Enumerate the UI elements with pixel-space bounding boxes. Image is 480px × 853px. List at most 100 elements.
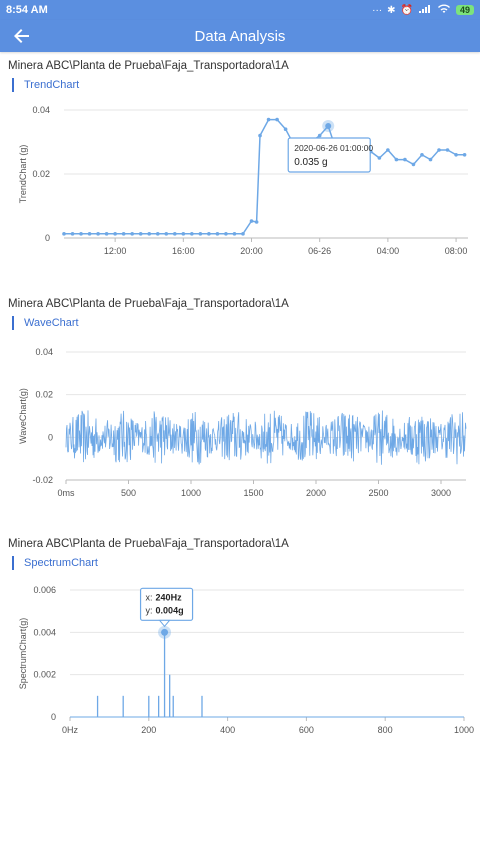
spectrum-tooltip-y-label: y:: [146, 605, 153, 615]
spectrum-tooltip-x-value: 240Hz: [156, 592, 183, 602]
spectrum-y-tick: 0: [51, 712, 56, 722]
trend-point: [394, 157, 399, 162]
trend-point: [181, 232, 186, 236]
trend-point: [147, 232, 152, 236]
trend-point: [113, 232, 117, 236]
trend-point: [87, 232, 92, 236]
bluetooth-icon: ✱: [387, 4, 396, 16]
trend-point: [445, 148, 450, 152]
trend-point: [121, 232, 126, 236]
spectrum-x-tick: 800: [378, 725, 393, 735]
trend-x-tick: 08:00: [445, 246, 468, 256]
spectrum-y-tick: 0.006: [33, 585, 56, 595]
trend-point: [155, 232, 160, 236]
trend-point: [130, 232, 134, 236]
trend-point: [266, 117, 271, 122]
trend-point: [224, 232, 228, 236]
app-bar: Data Analysis: [0, 20, 480, 52]
wave-label: WaveChart: [12, 316, 79, 330]
trend-point: [104, 232, 109, 236]
trend-x-tick: 12:00: [104, 246, 127, 256]
wave-y-tick: -0.02: [32, 475, 53, 485]
status-time: 8:54 AM: [6, 4, 48, 16]
trend-point: [462, 153, 467, 157]
trend-y-axis-label: TrendChart (g): [18, 145, 28, 204]
spectrum-tooltip-x-label: x:: [146, 592, 153, 602]
trend-point: [190, 232, 194, 236]
battery-indicator: 49: [455, 5, 474, 15]
spectrum-y-tick: 0.004: [33, 627, 56, 637]
trend-point: [254, 220, 259, 224]
trend-point: [70, 232, 75, 236]
trend-point: [138, 232, 143, 236]
trend-y-tick: 0.02: [32, 169, 50, 179]
trend-y-tick: 0.04: [32, 105, 50, 115]
wave-y-axis-label: WaveChart(g): [18, 388, 28, 444]
spectrum-y-tick: 0.002: [33, 670, 56, 680]
spectrum-x-tick: 600: [299, 725, 314, 735]
trend-tooltip-value: 0.035 g: [294, 157, 327, 168]
trend-label: TrendChart: [12, 78, 79, 92]
trend-path: Minera ABC\Planta de Prueba\Faja_Transpo…: [8, 60, 289, 72]
trend-point: [403, 157, 407, 162]
trend-point: [241, 232, 245, 236]
wave-x-tick: 1500: [243, 488, 263, 498]
alarm-icon: ⏰: [400, 4, 413, 16]
spectrum-path: Minera ABC\Planta de Prueba\Faja_Transpo…: [8, 538, 289, 550]
trend-point: [79, 232, 83, 236]
trend-tooltip-title: 2020-06-26 01:00:00: [294, 143, 373, 153]
wave-chart[interactable]: -0.02 0 0.02 0.04 0ms 500 1000 1500 2000 2500 3000…: [0, 334, 480, 544]
trend-x-tick: 04:00: [377, 246, 400, 256]
wave-y-tick: 0: [48, 432, 53, 442]
trend-point: [428, 157, 433, 162]
wave-x-tick: 0ms: [57, 488, 75, 498]
trend-point: [420, 153, 424, 157]
status-icons: ··· ✱ ⏰ 49: [372, 4, 474, 17]
trend-x-tick: 20:00: [240, 246, 263, 256]
wave-x-tick: 1000: [181, 488, 201, 498]
trend-point: [454, 153, 458, 157]
trend-point: [173, 232, 177, 236]
more-icon: ···: [372, 4, 383, 16]
trend-point: [96, 232, 100, 236]
trend-point: [386, 148, 390, 152]
wave-y-tick: 0.04: [35, 347, 53, 357]
trend-tooltip-box: [287, 137, 371, 173]
wave-series-line: [65, 410, 467, 465]
trend-point: [164, 232, 169, 236]
trend-point: [437, 148, 441, 152]
spectrum-x-tick: 0Hz: [62, 725, 79, 735]
spectrum-chart[interactable]: 0 0.002 0.004 0.006 0Hz 200 400 600 800 1000 Spect…: [0, 574, 480, 784]
page-title: Data Analysis: [194, 27, 286, 45]
spectrum-x-tick: 1000: [454, 725, 474, 735]
spectrum-tooltip-y-value: 0.004g: [156, 605, 184, 615]
wave-y-tick: 0.02: [35, 390, 53, 400]
trend-point: [258, 133, 262, 138]
trend-chart[interactable]: 0 0.02 0.04 12:00 16:00 20:00 06-26 04:00 08:00 T…: [0, 96, 480, 326]
back-arrow-icon[interactable]: [10, 24, 34, 48]
trend-point: [411, 162, 416, 167]
trend-point: [215, 232, 220, 236]
trend-highlight-point: [325, 123, 332, 129]
wave-x-tick: 3000: [431, 488, 451, 498]
trend-point: [377, 156, 382, 160]
trend-x-tick: 06-26: [308, 246, 331, 256]
spectrum-x-tick: 200: [141, 725, 156, 735]
trend-point: [198, 232, 203, 236]
wave-x-tick: 2000: [306, 488, 326, 498]
spectrum-tooltip-pointer: [158, 619, 171, 628]
wave-x-tick: 500: [121, 488, 136, 498]
wifi-icon: [437, 4, 451, 17]
trend-series-line: [64, 118, 465, 235]
signal-icon: [418, 4, 432, 17]
trend-point: [249, 219, 254, 223]
wave-path: Minera ABC\Planta de Prueba\Faja_Transpo…: [8, 298, 289, 310]
trend-x-tick: 16:00: [172, 246, 195, 256]
trend-point: [275, 117, 279, 122]
trend-point: [317, 133, 322, 138]
status-bar: 8:54 AM ··· ✱ ⏰ 49: [0, 0, 480, 20]
trend-y-tick: 0: [45, 233, 50, 243]
trend-point: [62, 232, 66, 236]
trend-point: [283, 127, 288, 131]
spectrum-label: SpectrumChart: [12, 556, 98, 570]
